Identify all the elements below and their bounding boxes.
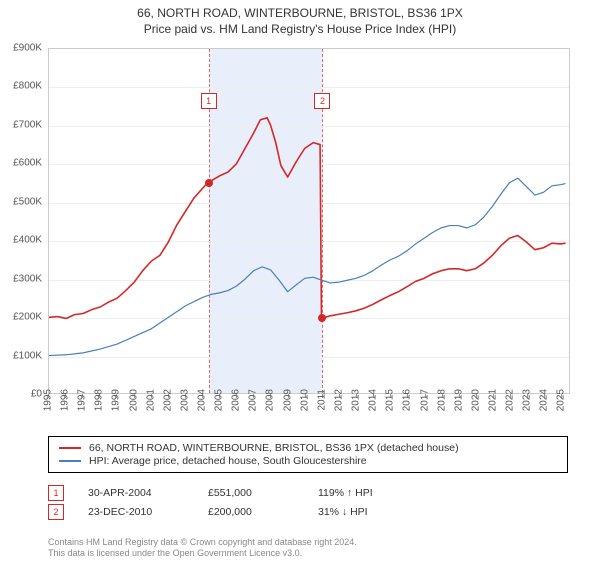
chart: 12 £0£100K£200K£300K£400K£500K£600K£700K… xyxy=(48,48,570,394)
xtick-label: 2000 xyxy=(128,389,139,411)
ytick-label: £400K xyxy=(2,235,42,246)
legend-label: 66, NORTH ROAD, WINTERBOURNE, BRISTOL, B… xyxy=(89,442,459,454)
xtick-label: 1995 xyxy=(43,389,54,411)
ytick-label: £200K xyxy=(2,312,42,323)
xtick-label: 2006 xyxy=(231,389,242,411)
xtick-label: 2009 xyxy=(282,389,293,411)
sale-date: 30-APR-2004 xyxy=(88,487,208,499)
ytick-label: £0 xyxy=(2,389,42,400)
ytick-label: £500K xyxy=(2,196,42,207)
ytick-label: £900K xyxy=(2,43,42,54)
xtick-label: 2013 xyxy=(351,389,362,411)
xtick-label: 2021 xyxy=(487,389,498,411)
xtick-label: 1997 xyxy=(77,389,88,411)
xtick-label: 2002 xyxy=(162,389,173,411)
legend-row: HPI: Average price, detached house, Sout… xyxy=(59,455,557,467)
xtick-label: 2004 xyxy=(197,389,208,411)
series-hpi xyxy=(49,178,566,355)
series-property xyxy=(49,118,566,319)
xtick-label: 2023 xyxy=(522,389,533,411)
xtick-label: 2020 xyxy=(470,389,481,411)
xtick-label: 2012 xyxy=(333,389,344,411)
ytick-label: £800K xyxy=(2,81,42,92)
footer-line-2: This data is licensed under the Open Gov… xyxy=(48,548,357,560)
plot-area: 12 xyxy=(48,48,570,394)
chart-lines xyxy=(49,49,569,393)
legend-swatch xyxy=(59,447,81,449)
page-title: 66, NORTH ROAD, WINTERBOURNE, BRISTOL, B… xyxy=(0,6,600,20)
xtick-label: 2005 xyxy=(214,389,225,411)
xtick-label: 2010 xyxy=(299,389,310,411)
sale-price: £551,000 xyxy=(208,487,318,499)
sale-index-box: 2 xyxy=(48,504,64,520)
xtick-label: 2022 xyxy=(505,389,516,411)
xtick-label: 2001 xyxy=(145,389,156,411)
xtick-label: 2008 xyxy=(265,389,276,411)
xtick-label: 2003 xyxy=(179,389,190,411)
sale-row: 1 30-APR-2004£551,000119% ↑ HPI xyxy=(48,485,570,501)
legend: 66, NORTH ROAD, WINTERBOURNE, BRISTOL, B… xyxy=(48,436,568,473)
sales-table: 1 30-APR-2004£551,000119% ↑ HPI 2 23-DEC-20… xyxy=(48,482,570,523)
xtick-label: 2011 xyxy=(316,389,327,411)
sale-marker-2 xyxy=(318,314,326,322)
xtick-label: 2019 xyxy=(453,389,464,411)
sale-row: 2 23-DEC-2010£200,00031% ↓ HPI xyxy=(48,504,570,520)
xtick-label: 2024 xyxy=(539,389,550,411)
xtick-label: 2014 xyxy=(368,389,379,411)
ytick-label: £300K xyxy=(2,273,42,284)
sale-marker-1 xyxy=(205,179,213,187)
xtick-label: 2015 xyxy=(385,389,396,411)
ytick-label: £100K xyxy=(2,350,42,361)
xtick-label: 2018 xyxy=(436,389,447,411)
legend-label: HPI: Average price, detached house, Sout… xyxy=(89,455,367,467)
xtick-label: 2016 xyxy=(402,389,413,411)
legend-row: 66, NORTH ROAD, WINTERBOURNE, BRISTOL, B… xyxy=(59,442,557,454)
ytick-label: £700K xyxy=(2,119,42,130)
sale-price: £200,000 xyxy=(208,506,318,518)
sale-date: 23-DEC-2010 xyxy=(88,506,208,518)
xtick-label: 1996 xyxy=(60,389,71,411)
footer-line-1: Contains HM Land Registry data © Crown c… xyxy=(48,537,357,549)
legend-swatch xyxy=(59,460,81,462)
footer: Contains HM Land Registry data © Crown c… xyxy=(48,537,357,560)
page-subtitle: Price paid vs. HM Land Registry's House … xyxy=(0,22,600,36)
sale-marker-box-2: 2 xyxy=(314,93,330,109)
sale-marker-box-1: 1 xyxy=(201,93,217,109)
sale-index-box: 1 xyxy=(48,485,64,501)
xtick-label: 2017 xyxy=(419,389,430,411)
xtick-label: 1999 xyxy=(111,389,122,411)
sale-hpi: 119% ↑ HPI xyxy=(318,487,428,499)
ytick-label: £600K xyxy=(2,158,42,169)
xtick-label: 1998 xyxy=(94,389,105,411)
xtick-label: 2025 xyxy=(556,389,567,411)
xtick-label: 2007 xyxy=(248,389,259,411)
sale-hpi: 31% ↓ HPI xyxy=(318,506,428,518)
